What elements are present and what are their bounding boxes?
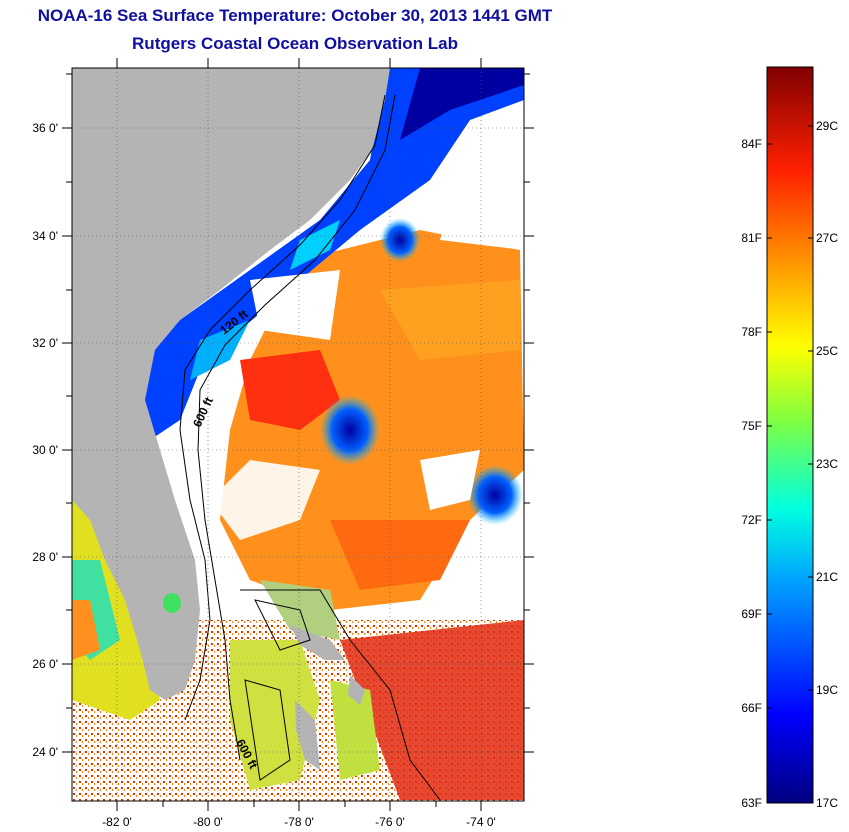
colorbar-c-label: 19C	[816, 683, 838, 697]
colorbar-c-label: 23C	[816, 457, 838, 471]
colorbar-f-label: 84F	[741, 137, 762, 151]
latitude-labels: 36 0' 34 0' 32 0' 30 0' 28 0' 26 0' 24 0…	[32, 121, 58, 759]
warm-patch-south	[330, 520, 470, 590]
colorbar-f-label: 78F	[741, 325, 762, 339]
map-title: NOAA-16 Sea Surface Temperature: October…	[37, 6, 553, 25]
lon-label: -78 0'	[284, 815, 314, 829]
colorbar-c-label: 25C	[816, 344, 838, 358]
colorbar-f-label: 75F	[741, 419, 762, 433]
colorbar-c-label: 17C	[816, 796, 838, 810]
lat-label: 30 0'	[32, 443, 58, 457]
colorbar-f-label: 69F	[741, 607, 762, 621]
colorbar-f-label: 66F	[741, 701, 762, 715]
lon-label: -82 0'	[102, 815, 132, 829]
lat-label: 34 0'	[32, 229, 58, 243]
map-area: 120 ft 600 ft 600 ft	[72, 68, 524, 801]
colorbar-gradient	[766, 66, 814, 804]
tick-marks	[62, 58, 534, 811]
lon-label: -80 0'	[193, 815, 223, 829]
lat-label: 28 0'	[32, 550, 58, 564]
gulf-stream-warm-core	[240, 350, 340, 430]
lat-label: 26 0'	[32, 657, 58, 671]
warm-patch-east	[380, 280, 520, 360]
bahamas-land	[290, 625, 345, 660]
colorbar-f-label: 63F	[741, 796, 762, 810]
isobath-120ft	[179, 94, 386, 721]
lon-label: -74 0'	[466, 815, 496, 829]
land-mass	[72, 68, 390, 700]
grid-lines	[72, 68, 524, 801]
colorbar-c-label: 29C	[816, 119, 838, 133]
lat-label: 36 0'	[32, 121, 58, 135]
lat-label: 32 0'	[32, 336, 58, 350]
colorbar-c-label: 27C	[816, 231, 838, 245]
florida-west-coast-water	[72, 490, 160, 720]
lat-label: 24 0'	[32, 745, 58, 759]
lake-okeechobee	[163, 593, 181, 613]
map-frame	[71, 67, 525, 802]
cloud-cover	[440, 120, 524, 250]
bahamas-banks	[230, 640, 320, 790]
colorbar-c-label: 21C	[816, 570, 838, 584]
longitude-labels: -82 0' -80 0' -78 0' -76 0' -74 0'	[102, 815, 496, 829]
lon-label: -76 0'	[375, 815, 405, 829]
map-subtitle: Rutgers Coastal Ocean Observation Lab	[132, 34, 458, 53]
colorbar-f-label: 72F	[741, 513, 762, 527]
cold-shelf-water	[140, 68, 524, 440]
colorbar: 84F 81F 78F 75F 72F 69F 66F 63F 29C 27C …	[741, 66, 838, 810]
isobath-600ft	[197, 94, 396, 761]
colorbar-f-label: 81F	[741, 231, 762, 245]
